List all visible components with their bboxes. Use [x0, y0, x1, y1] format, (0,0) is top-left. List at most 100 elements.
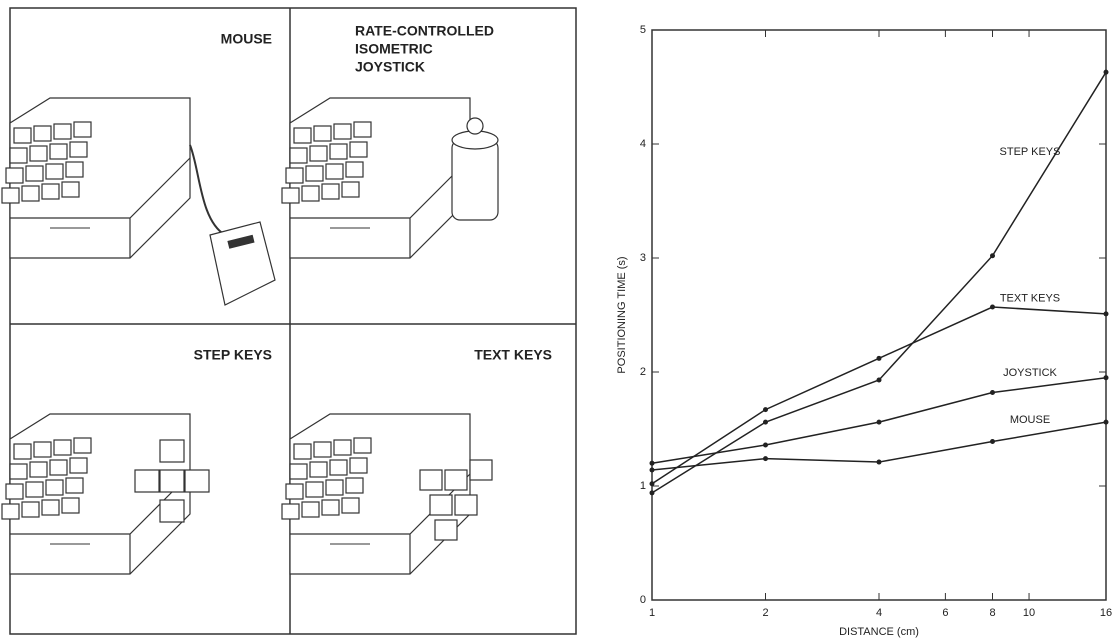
key	[330, 460, 347, 475]
key	[66, 162, 83, 177]
key	[306, 166, 323, 181]
key	[74, 438, 91, 453]
key	[342, 182, 359, 197]
key	[346, 162, 363, 177]
panel-label: MOUSE	[221, 31, 272, 47]
data-point	[650, 468, 655, 473]
text-key	[470, 460, 492, 480]
key	[2, 188, 19, 203]
data-point	[877, 420, 882, 425]
y-tick-label: 5	[640, 24, 646, 36]
key	[314, 442, 331, 457]
panel-label: TEXT KEYS	[474, 347, 552, 363]
data-point	[1104, 311, 1109, 316]
key	[302, 186, 319, 201]
x-tick-label: 2	[762, 607, 768, 619]
data-point	[990, 390, 995, 395]
figure: MOUSE RATE-CONTROLLED ISOMETRIC JOYSTICK STE…	[0, 0, 1114, 642]
y-axis-label: POSITIONING TIME (s)	[616, 256, 628, 373]
key	[62, 182, 79, 197]
key	[330, 144, 347, 159]
key	[326, 164, 343, 179]
x-tick-label: 16	[1100, 607, 1112, 619]
key	[54, 440, 71, 455]
key	[30, 146, 47, 161]
text-key	[435, 520, 457, 540]
key	[282, 504, 299, 519]
data-point	[877, 356, 882, 361]
key	[42, 184, 59, 199]
step-key	[160, 500, 184, 522]
series-line	[652, 307, 1106, 484]
key	[50, 460, 67, 475]
key	[282, 188, 299, 203]
key	[306, 482, 323, 497]
data-point	[990, 439, 995, 444]
key	[54, 124, 71, 139]
data-point	[990, 253, 995, 258]
data-point	[877, 460, 882, 465]
text-key	[430, 495, 452, 515]
keyboard-illustration	[2, 414, 190, 574]
key	[6, 168, 23, 183]
data-point	[1104, 70, 1109, 75]
x-tick-label: 10	[1023, 607, 1035, 619]
data-point	[763, 456, 768, 461]
data-point	[990, 305, 995, 310]
key	[286, 168, 303, 183]
step-key	[160, 470, 184, 492]
key	[322, 500, 339, 515]
key	[326, 480, 343, 495]
data-point	[650, 490, 655, 495]
series-label: TEXT KEYS	[1000, 292, 1060, 304]
panel-label: JOYSTICK	[355, 59, 425, 75]
text-key	[445, 470, 467, 490]
key	[62, 498, 79, 513]
y-tick-label: 4	[640, 138, 646, 150]
text-key	[455, 495, 477, 515]
x-axis-label: DISTANCE (cm)	[839, 626, 919, 638]
data-point	[763, 407, 768, 412]
key	[354, 122, 371, 137]
key	[350, 142, 367, 157]
series-label: STEP KEYS	[1000, 146, 1061, 158]
key	[14, 444, 31, 459]
key	[286, 484, 303, 499]
key	[26, 482, 43, 497]
key	[30, 462, 47, 477]
plot-frame	[652, 30, 1106, 600]
key	[10, 464, 27, 479]
key	[310, 146, 327, 161]
panel-label: ISOMETRIC	[355, 41, 433, 57]
y-tick-label: 2	[640, 366, 646, 378]
key	[354, 438, 371, 453]
key	[334, 440, 351, 455]
text-key	[420, 470, 442, 490]
x-tick-label: 6	[942, 607, 948, 619]
step-key	[160, 440, 184, 462]
x-tick-label: 8	[989, 607, 995, 619]
key	[22, 186, 39, 201]
key	[310, 462, 327, 477]
key	[314, 126, 331, 141]
key	[6, 484, 23, 499]
step-key	[135, 470, 159, 492]
key	[302, 502, 319, 517]
key	[46, 480, 63, 495]
key	[290, 464, 307, 479]
data-point	[1104, 375, 1109, 380]
key	[46, 164, 63, 179]
x-tick-label: 1	[649, 607, 655, 619]
panel-label: RATE-CONTROLLED	[355, 23, 494, 39]
key	[334, 124, 351, 139]
key	[50, 144, 67, 159]
x-tick-label: 4	[876, 607, 882, 619]
joystick-knob	[467, 118, 483, 134]
key	[26, 166, 43, 181]
key	[290, 148, 307, 163]
key	[350, 458, 367, 473]
data-point	[763, 420, 768, 425]
key	[14, 128, 31, 143]
series-label: MOUSE	[1010, 414, 1050, 426]
key	[22, 502, 39, 517]
